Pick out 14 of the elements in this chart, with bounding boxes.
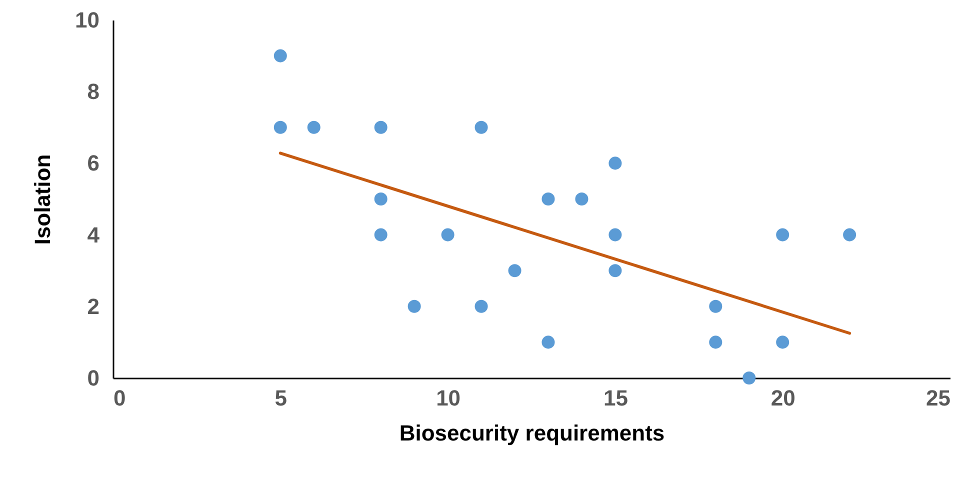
y-tick-label: 10 bbox=[75, 8, 100, 32]
y-tick-label: 0 bbox=[87, 366, 100, 390]
y-tick-label: 8 bbox=[87, 79, 100, 104]
x-tick-label: 15 bbox=[603, 386, 628, 410]
x-tick-label: 5 bbox=[274, 386, 288, 410]
y-axis-title: Isolation bbox=[30, 154, 56, 245]
x-tick-label: 10 bbox=[436, 386, 461, 410]
y-tick-label: 2 bbox=[87, 294, 100, 319]
x-tick-label: 20 bbox=[770, 386, 796, 410]
x-tick-label: 25 bbox=[926, 386, 950, 410]
x-axis-title: Biosecurity requirements bbox=[399, 420, 665, 446]
y-tick-label: 6 bbox=[87, 150, 100, 176]
y-tick-label: 4 bbox=[87, 222, 100, 248]
x-tick-label: 0 bbox=[114, 386, 126, 410]
